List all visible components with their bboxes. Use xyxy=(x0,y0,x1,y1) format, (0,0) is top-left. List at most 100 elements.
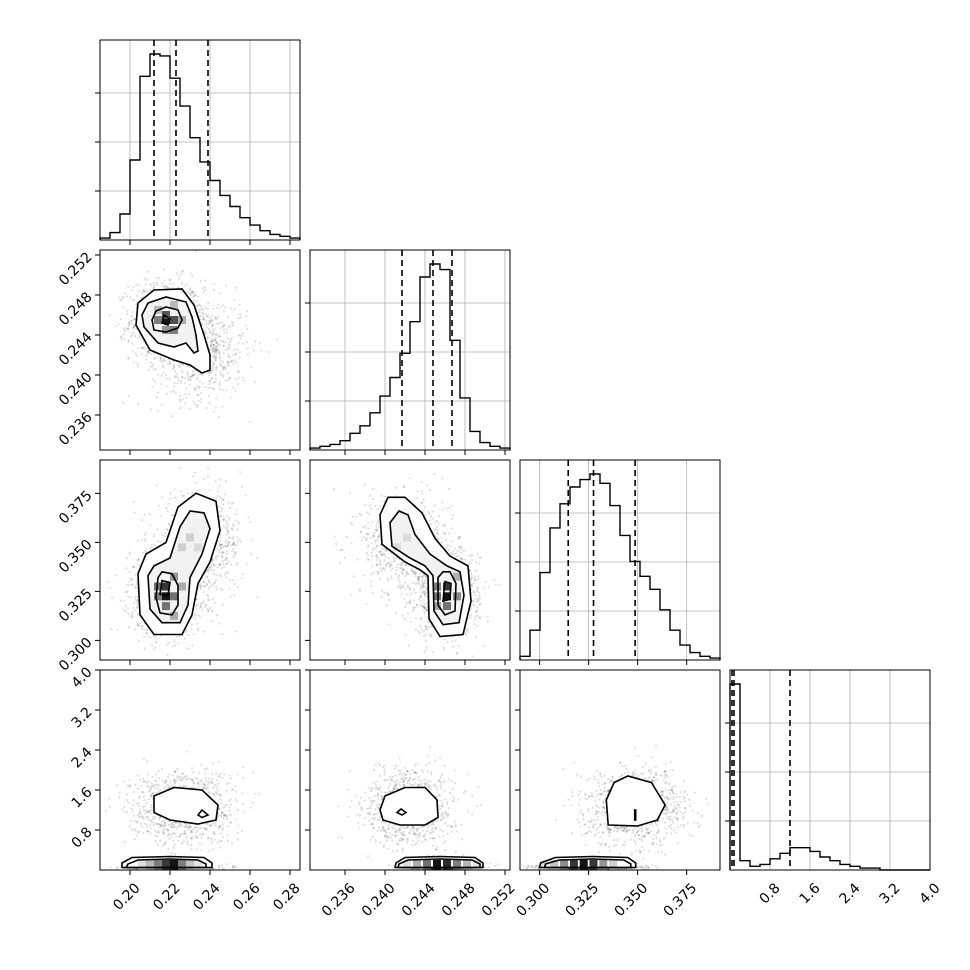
sample-point xyxy=(190,291,193,294)
sample-point xyxy=(173,496,177,499)
hist-3-frame xyxy=(729,669,931,871)
sample-point xyxy=(110,628,113,631)
sample-point xyxy=(138,335,141,339)
sample-point xyxy=(194,304,198,307)
sample-point xyxy=(188,288,191,291)
sample-point xyxy=(109,586,112,589)
sample-point xyxy=(207,374,210,377)
sample-point xyxy=(197,399,200,402)
sample-point xyxy=(217,322,220,325)
sample-point xyxy=(427,625,430,628)
sample-point xyxy=(179,466,182,469)
sample-point xyxy=(470,558,474,562)
sample-point xyxy=(248,420,251,424)
sample-point xyxy=(196,622,199,626)
sample-point xyxy=(164,284,167,287)
sample-point xyxy=(422,584,425,588)
sample-point xyxy=(420,501,423,504)
sample-point xyxy=(194,617,197,620)
sample-point xyxy=(171,367,174,370)
sample-point xyxy=(235,361,238,364)
sample-point xyxy=(219,371,222,374)
sample-point xyxy=(211,387,215,390)
sample-point xyxy=(192,374,195,377)
sample-point xyxy=(216,494,219,497)
sample-point xyxy=(417,578,420,581)
sample-point xyxy=(378,562,381,565)
sample-point xyxy=(211,325,214,328)
sample-point xyxy=(236,536,239,539)
sample-point xyxy=(211,318,214,321)
sample-point xyxy=(127,340,130,343)
sample-point xyxy=(471,584,474,587)
sample-point xyxy=(208,331,212,334)
sample-point xyxy=(397,578,400,581)
sample-point xyxy=(198,310,201,313)
sample-point xyxy=(116,628,119,631)
sample-point xyxy=(209,319,212,322)
hist-panel-0 xyxy=(95,39,301,245)
sample-point xyxy=(163,279,166,282)
sample-point xyxy=(411,610,414,613)
sample-point xyxy=(390,561,393,564)
sample-point xyxy=(421,586,424,589)
sample-point xyxy=(191,370,195,373)
sample-point xyxy=(167,641,170,645)
sample-point xyxy=(203,585,206,588)
sample-point xyxy=(218,544,221,548)
sample-point xyxy=(404,564,407,567)
sample-point xyxy=(146,350,149,353)
sample-point xyxy=(151,385,154,388)
sample-point xyxy=(212,327,215,330)
sample-point xyxy=(132,565,135,568)
sample-point xyxy=(215,366,218,369)
sample-point xyxy=(192,400,195,403)
sample-point xyxy=(366,511,369,514)
sample-point xyxy=(232,579,235,582)
sample-point xyxy=(215,585,218,589)
sample-point xyxy=(216,343,219,347)
sample-point xyxy=(392,559,396,562)
sample-point xyxy=(227,501,230,504)
sample-point xyxy=(236,382,240,386)
sample-point xyxy=(188,407,191,410)
sample-point xyxy=(227,532,230,535)
sample-point xyxy=(211,562,214,565)
sample-point xyxy=(130,616,134,619)
sample-point xyxy=(373,532,376,535)
sample-point xyxy=(171,286,174,289)
sample-point xyxy=(166,509,169,512)
sample-point xyxy=(181,270,184,273)
sample-point xyxy=(417,575,420,578)
sample-point xyxy=(148,513,151,516)
sample-point xyxy=(205,313,208,316)
sample-point xyxy=(424,595,427,598)
sample-point xyxy=(479,556,482,560)
sample-point xyxy=(145,354,148,357)
sample-point xyxy=(470,584,473,587)
sample-point xyxy=(211,598,214,601)
sample-point xyxy=(233,583,236,586)
sample-point xyxy=(442,646,445,649)
sample-point xyxy=(150,284,153,287)
sample-point xyxy=(459,548,463,551)
hist-2-frame xyxy=(519,459,721,661)
sample-point xyxy=(195,385,199,388)
sample-point xyxy=(223,331,226,334)
sample-point xyxy=(471,603,474,606)
sample-point xyxy=(211,350,214,353)
sample-point xyxy=(160,383,163,386)
sample-point xyxy=(130,319,133,322)
sample-point xyxy=(400,563,403,567)
sample-point xyxy=(209,370,212,373)
sample-point xyxy=(208,581,211,585)
sample-point xyxy=(168,360,171,363)
sample-point xyxy=(181,375,184,378)
sample-point xyxy=(141,295,145,298)
sample-point xyxy=(195,378,198,381)
sample-point xyxy=(191,491,194,495)
sample-point xyxy=(402,568,405,571)
sample-point xyxy=(138,639,141,642)
sample-point xyxy=(229,595,232,598)
sample-point xyxy=(382,566,385,569)
